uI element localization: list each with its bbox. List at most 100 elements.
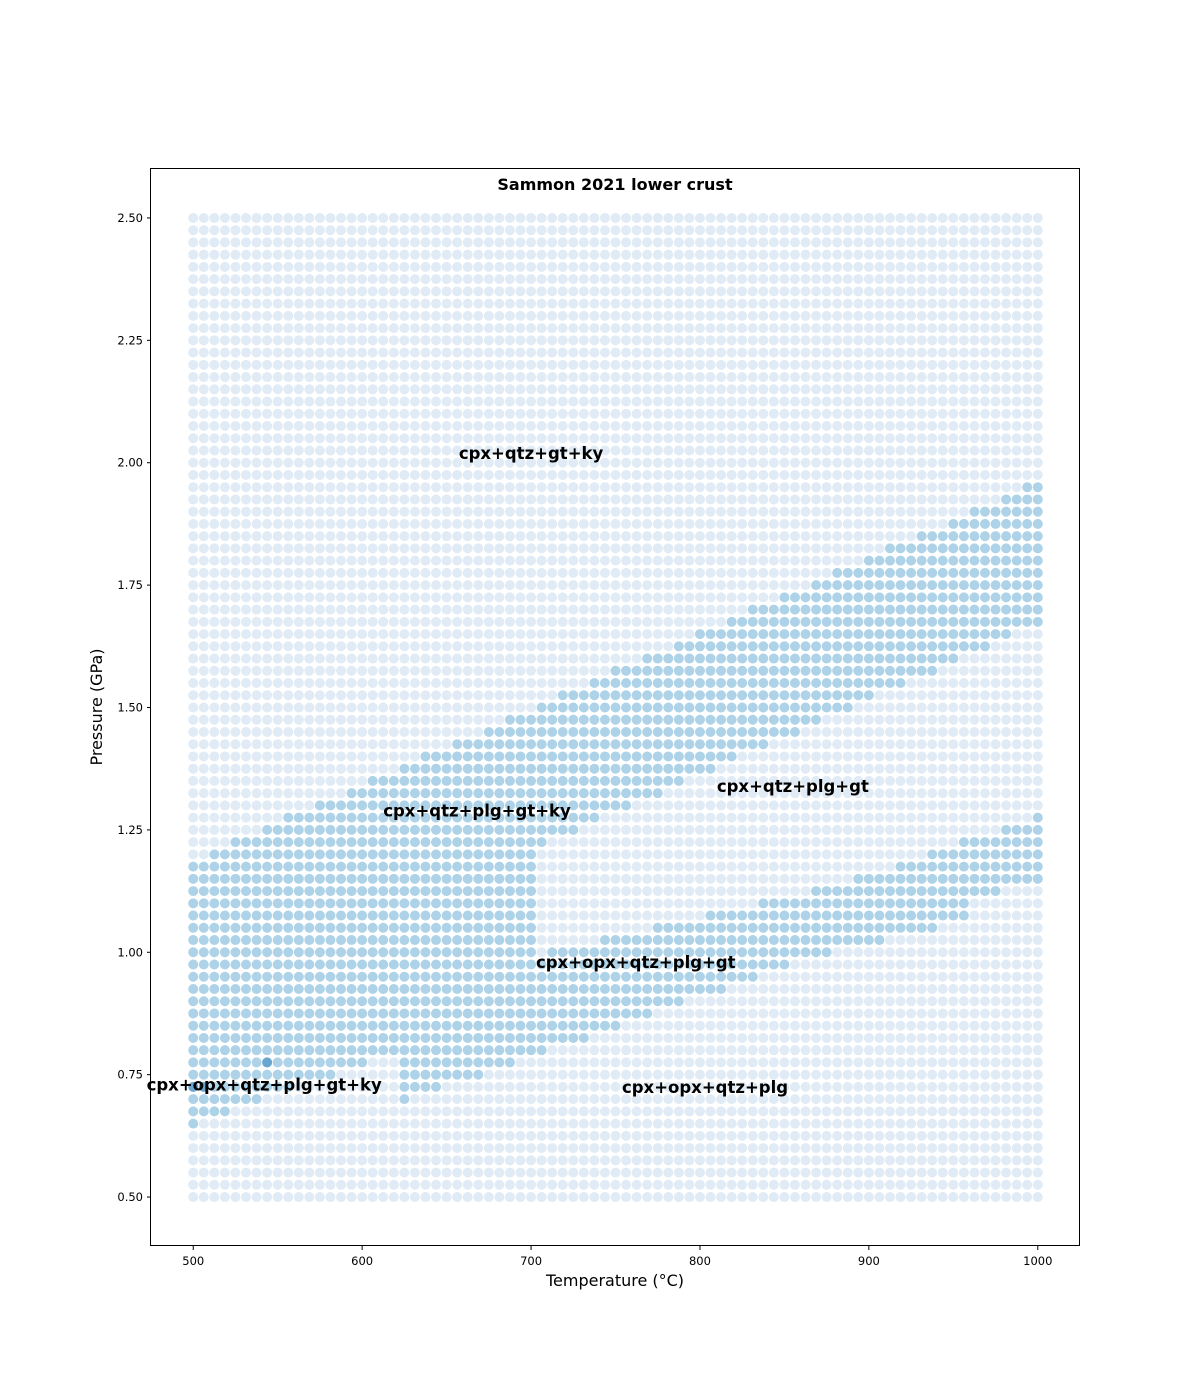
grid-point xyxy=(431,421,442,432)
boundary-point xyxy=(452,1020,463,1031)
grid-point xyxy=(431,1192,442,1203)
grid-point xyxy=(694,518,705,529)
grid-point xyxy=(441,653,452,664)
boundary-point xyxy=(526,726,537,737)
boundary-point xyxy=(547,751,558,762)
grid-point xyxy=(768,1155,779,1166)
grid-point xyxy=(188,726,199,737)
grid-point xyxy=(747,212,758,223)
grid-point xyxy=(737,1192,748,1203)
grid-point xyxy=(663,555,674,566)
grid-point xyxy=(283,335,294,346)
grid-point xyxy=(758,996,769,1007)
grid-point xyxy=(821,543,832,554)
grid-point xyxy=(747,1130,758,1141)
boundary-point xyxy=(504,996,515,1007)
grid-point xyxy=(673,212,684,223)
boundary-point xyxy=(409,898,420,909)
grid-point xyxy=(557,567,568,578)
grid-point xyxy=(483,665,494,676)
grid-point xyxy=(494,616,505,627)
grid-point xyxy=(705,580,716,591)
grid-point xyxy=(557,555,568,566)
grid-point xyxy=(800,1179,811,1190)
grid-point xyxy=(610,543,621,554)
grid-point xyxy=(726,457,737,468)
grid-point xyxy=(631,555,642,566)
boundary-point xyxy=(336,873,347,884)
grid-point xyxy=(357,482,368,493)
grid-point xyxy=(241,384,252,395)
grid-point xyxy=(800,506,811,517)
grid-point xyxy=(779,457,790,468)
grid-point xyxy=(758,335,769,346)
grid-point xyxy=(198,212,209,223)
grid-point xyxy=(241,800,252,811)
grid-point xyxy=(473,653,484,664)
grid-point xyxy=(599,1069,610,1080)
grid-point xyxy=(325,1167,336,1178)
grid-point xyxy=(473,1143,484,1154)
grid-point xyxy=(188,237,199,248)
grid-point xyxy=(705,212,716,223)
grid-point xyxy=(779,1167,790,1178)
boundary-point xyxy=(272,1020,283,1031)
grid-point xyxy=(547,1118,558,1129)
boundary-point xyxy=(431,886,442,897)
grid-point xyxy=(758,1179,769,1190)
grid-point xyxy=(367,714,378,725)
grid-point xyxy=(515,335,526,346)
grid-point xyxy=(705,372,716,383)
grid-point xyxy=(568,286,579,297)
grid-point xyxy=(568,482,579,493)
grid-point xyxy=(198,286,209,297)
grid-point xyxy=(388,702,399,713)
grid-point xyxy=(304,261,315,272)
grid-point xyxy=(483,457,494,468)
boundary-point xyxy=(357,837,368,848)
grid-point xyxy=(515,249,526,260)
grid-point xyxy=(388,751,399,762)
grid-point xyxy=(800,1167,811,1178)
grid-point xyxy=(494,1069,505,1080)
grid-point xyxy=(673,445,684,456)
boundary-point xyxy=(779,726,790,737)
grid-point xyxy=(684,212,695,223)
grid-point xyxy=(642,347,653,358)
grid-point xyxy=(346,1192,357,1203)
grid-point xyxy=(811,396,822,407)
boundary-point xyxy=(473,751,484,762)
grid-point xyxy=(800,457,811,468)
boundary-point xyxy=(779,935,790,946)
grid-point xyxy=(441,225,452,236)
grid-point xyxy=(821,457,832,468)
grid-point xyxy=(251,1143,262,1154)
boundary-point xyxy=(547,959,558,970)
grid-point xyxy=(209,543,220,554)
grid-point xyxy=(378,763,389,774)
grid-point xyxy=(652,1167,663,1178)
grid-point xyxy=(325,690,336,701)
boundary-point xyxy=(346,922,357,933)
grid-point xyxy=(821,726,832,737)
grid-point xyxy=(188,690,199,701)
boundary-point xyxy=(779,653,790,664)
grid-point xyxy=(483,653,494,664)
grid-point xyxy=(262,518,273,529)
boundary-point xyxy=(536,702,547,713)
boundary-point xyxy=(494,800,505,811)
grid-point xyxy=(230,347,241,358)
boundary-point xyxy=(811,898,822,909)
grid-point xyxy=(758,983,769,994)
grid-point xyxy=(747,1045,758,1056)
grid-point xyxy=(452,1192,463,1203)
grid-point xyxy=(388,408,399,419)
grid-point xyxy=(209,824,220,835)
grid-point xyxy=(283,751,294,762)
boundary-point xyxy=(409,837,420,848)
boundary-point xyxy=(241,898,252,909)
grid-point xyxy=(705,1045,716,1056)
boundary-point xyxy=(262,898,273,909)
grid-point xyxy=(462,298,473,309)
grid-point xyxy=(726,1032,737,1043)
